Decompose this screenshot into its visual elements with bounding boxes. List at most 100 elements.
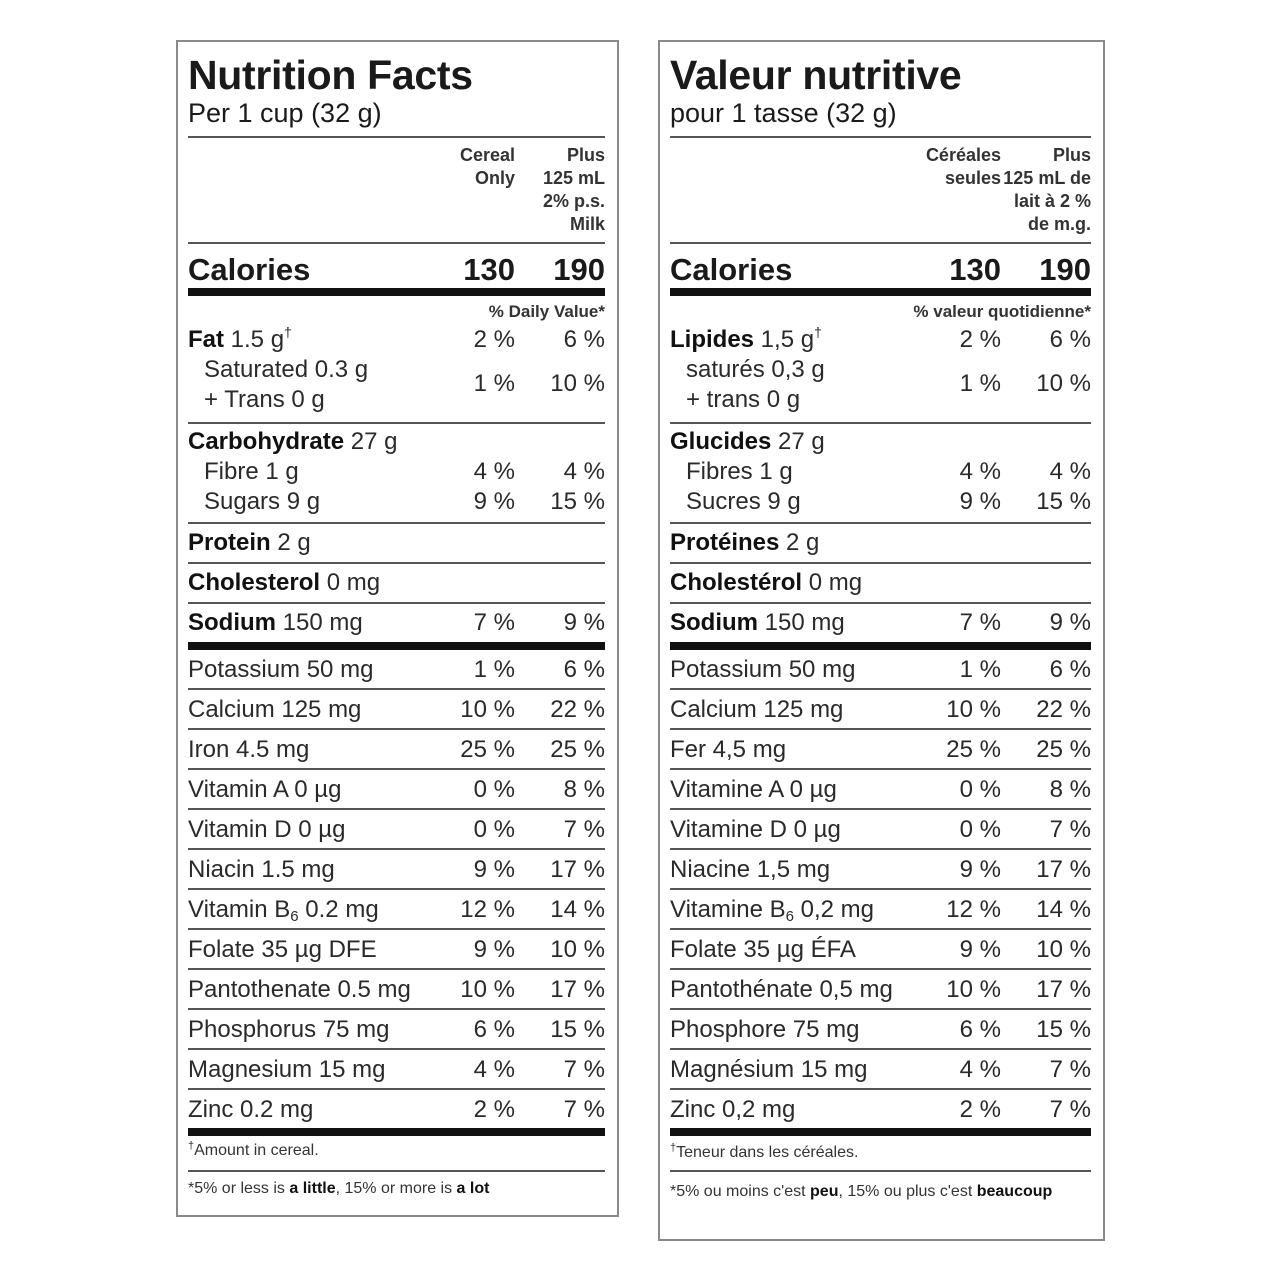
nutrient-label: Folate 35 µg DFE xyxy=(188,936,377,963)
fat-amount: 1,5 g xyxy=(754,326,815,353)
footnote-daily-value: *5% ou moins c'est peu, 15% ou plus c'es… xyxy=(670,1183,1053,1200)
dv-plus-milk: 10 % xyxy=(550,936,605,963)
fat-row: Lipides 1,5 g† 2 % 6 % xyxy=(670,322,1091,354)
dv-cereal-only: 1 % xyxy=(959,656,1001,683)
fat-label: Fat xyxy=(188,326,224,353)
divider xyxy=(670,808,1091,810)
divider xyxy=(188,688,605,690)
dv-plus-milk: 10 % xyxy=(1036,936,1091,963)
protein-row: Protein 2 g xyxy=(188,524,605,562)
trans-label: + Trans 0 g xyxy=(204,386,325,413)
calories-cereal-only: 130 xyxy=(949,252,1001,287)
footnote-amount: †Teneur dans les céréales. xyxy=(670,1142,859,1161)
dv-plus-milk: 6 % xyxy=(1049,656,1091,683)
mineral-row: Calcium 125 mg 10 % 22 % xyxy=(188,690,605,728)
dv-plus-milk: 14 % xyxy=(1036,896,1091,923)
mineral-row: Vitamin A 0 µg 0 % 8 % xyxy=(188,770,605,808)
mineral-row: Pantothenate 0.5 mg 10 % 17 % xyxy=(188,970,605,1008)
mineral-row: Pantothénate 0,5 mg 10 % 17 % xyxy=(670,970,1091,1008)
column-header-plus-milk: Plus 125 mL 2% p.s. Milk xyxy=(542,145,605,234)
divider xyxy=(188,242,605,244)
sugars-dv-milk: 15 % xyxy=(1036,488,1091,515)
mineral-row: Phosphore 75 mg 6 % 15 % xyxy=(670,1010,1091,1048)
serving-size: Per 1 cup (32 g) xyxy=(188,98,382,128)
protein-label: Protein xyxy=(188,529,271,556)
column-header-row: Céréales seules Plus 125 mL de lait à 2 … xyxy=(670,138,1091,242)
nutrient-label: Vitamin B6 0.2 mg xyxy=(188,896,379,925)
cholesterol-amount: 0 mg xyxy=(802,569,863,596)
protein-amount: 2 g xyxy=(779,529,820,556)
nutrient-label: Phosphorus 75 mg xyxy=(188,1016,390,1043)
fat-dv-cereal: 2 % xyxy=(959,326,1001,353)
divider xyxy=(670,1048,1091,1050)
carbohydrate-row: Carbohydrate 27 g xyxy=(188,424,605,456)
fibre-dv-milk: 4 % xyxy=(1049,458,1091,485)
carbohydrate-amount: 27 g xyxy=(771,428,825,455)
nutrient-label: Niacin 1.5 mg xyxy=(188,856,335,883)
dagger-mark: † xyxy=(284,324,292,340)
mineral-row: Phosphorus 75 mg 6 % 15 % xyxy=(188,1010,605,1048)
fat-dv-milk: 6 % xyxy=(1049,326,1091,353)
dv-plus-milk: 25 % xyxy=(1036,736,1091,763)
sodium-row: Sodium 150 mg 7 % 9 % xyxy=(670,604,1091,642)
thick-divider xyxy=(188,288,605,296)
sugars-dv-cereal: 9 % xyxy=(959,488,1001,515)
saturated-trans-row: saturés 0,3 g + trans 0 g 1 % 10 % xyxy=(670,354,1091,414)
mineral-row: Niacine 1,5 mg 9 % 17 % xyxy=(670,850,1091,888)
dv-cereal-only: 0 % xyxy=(473,776,515,803)
mineral-row: Iron 4.5 mg 25 % 25 % xyxy=(188,730,605,768)
nutrient-label: Pantothénate 0,5 mg xyxy=(670,976,893,1003)
divider xyxy=(188,968,605,970)
dv-cereal-only: 2 % xyxy=(959,1096,1001,1123)
cholesterol-row: Cholestérol 0 mg xyxy=(670,564,1091,602)
dv-cereal-only: 10 % xyxy=(946,976,1001,1003)
dv-plus-milk: 7 % xyxy=(563,1096,605,1123)
dv-cereal-only: 0 % xyxy=(473,816,515,843)
divider xyxy=(188,1008,605,1010)
nutrient-label: Phosphore 75 mg xyxy=(670,1016,860,1043)
divider xyxy=(188,848,605,850)
sodium-dv-milk: 9 % xyxy=(563,609,605,636)
dv-cereal-only: 12 % xyxy=(946,896,1001,923)
dv-cereal-only: 0 % xyxy=(959,776,1001,803)
minerals-list: Potassium 50 mg 1 % 6 % Calcium 125 mg 10 % 2… xyxy=(188,650,605,1128)
footnote-daily-value: *5% or less is a little, 15% or more is … xyxy=(188,1180,490,1197)
mineral-row: Potassium 50 mg 1 % 6 % xyxy=(188,650,605,688)
divider xyxy=(188,136,605,138)
fibre-label: Fibre 1 g xyxy=(204,458,299,485)
nutrient-label: Magnésium 15 mg xyxy=(670,1056,868,1083)
dv-cereal-only: 2 % xyxy=(473,1096,515,1123)
sodium-label: Sodium xyxy=(670,609,758,636)
saturated-dv-cereal: 1 % xyxy=(959,370,1001,397)
divider xyxy=(670,422,1091,424)
mineral-row: Calcium 125 mg 10 % 22 % xyxy=(670,690,1091,728)
sodium-row: Sodium 150 mg 7 % 9 % xyxy=(188,604,605,642)
calories-row: Calories 130 190 xyxy=(670,244,1091,288)
fibre-dv-milk: 4 % xyxy=(563,458,605,485)
column-header-plus-milk: Plus 125 mL de lait à 2 % de m.g. xyxy=(1003,145,1091,234)
dv-plus-milk: 8 % xyxy=(1049,776,1091,803)
divider xyxy=(188,888,605,890)
mineral-row: Zinc 0.2 mg 2 % 7 % xyxy=(188,1090,605,1128)
mineral-row: Niacin 1.5 mg 9 % 17 % xyxy=(188,850,605,888)
mineral-row: Vitamine B6 0,2 mg 12 % 14 % xyxy=(670,890,1091,928)
divider xyxy=(188,728,605,730)
mineral-row: Folate 35 µg DFE 9 % 10 % xyxy=(188,930,605,968)
sodium-dv-cereal: 7 % xyxy=(959,609,1001,636)
saturated-label: Saturated 0.3 g xyxy=(204,356,369,383)
divider xyxy=(188,768,605,770)
cholesterol-amount: 0 mg xyxy=(320,569,381,596)
divider xyxy=(670,1170,1091,1172)
divider xyxy=(670,136,1091,138)
calories-plus-milk: 190 xyxy=(1039,252,1091,287)
nutrient-label: Calcium 125 mg xyxy=(188,696,362,723)
calories-plus-milk: 190 xyxy=(553,252,605,287)
dv-cereal-only: 4 % xyxy=(473,1056,515,1083)
sodium-amount: 150 mg xyxy=(276,609,363,636)
fat-dv-milk: 6 % xyxy=(563,326,605,353)
saturated-dv-milk: 10 % xyxy=(550,370,605,397)
carbohydrate-label: Glucides xyxy=(670,428,772,455)
calories-row: Calories 130 190 xyxy=(188,244,605,288)
cholesterol-label: Cholesterol xyxy=(188,569,321,596)
dv-plus-milk: 7 % xyxy=(563,1056,605,1083)
